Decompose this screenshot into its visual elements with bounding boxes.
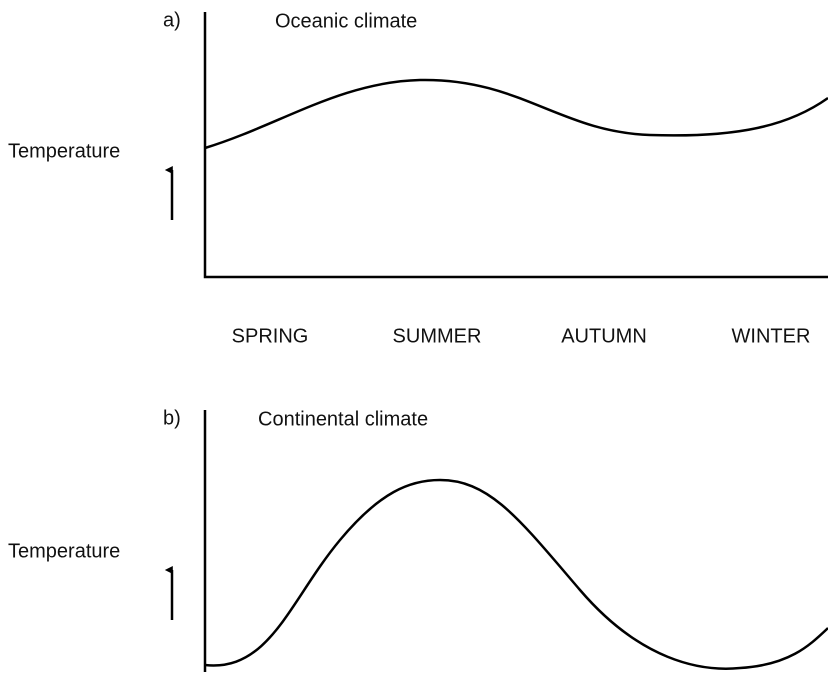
season-label: SUMMER <box>393 325 482 347</box>
season-label: AUTUMN <box>561 325 647 347</box>
y-label: Temperature <box>8 140 120 162</box>
panel-title: Oceanic climate <box>275 10 417 32</box>
season-label: WINTER <box>732 325 811 347</box>
panel-label: a) <box>163 9 181 31</box>
axes <box>203 12 828 279</box>
y-label: Temperature <box>8 540 120 562</box>
panel-label: b) <box>163 407 181 429</box>
season-label: SPRING <box>232 325 309 347</box>
temperature-curve <box>204 478 828 670</box>
temperature-curve <box>204 78 828 150</box>
panel-title: Continental climate <box>258 408 428 430</box>
